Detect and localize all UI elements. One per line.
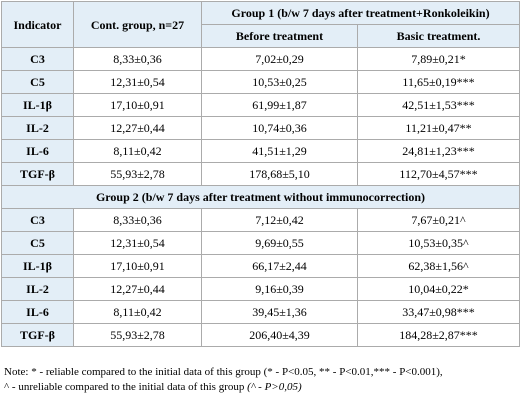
table-row: C3 8,33±0,36 7,12±0,42 7,67±0,21^ xyxy=(1,208,520,232)
cell-indicator: IL-1β xyxy=(1,93,74,117)
cell-before: 66,17±2,44 xyxy=(201,254,358,278)
table-row: IL-1β 17,10±0,91 66,17±2,44 62,38±1,56^ xyxy=(1,254,520,278)
cell-before: 41,51±1,29 xyxy=(201,139,358,163)
cell-control: 17,10±0,91 xyxy=(73,93,202,117)
header-before-treatment: Before treatment xyxy=(201,24,358,48)
results-table: Indicator Cont. group, n=27 Group 1 (b/w… xyxy=(1,1,520,347)
cell-before: 61,99±1,87 xyxy=(201,93,358,117)
table-note: Note: * - reliable compared to the initi… xyxy=(4,365,520,395)
cell-after: 184,28±2,87*** xyxy=(357,323,520,347)
cell-before: 10,74±0,36 xyxy=(201,116,358,140)
group2-title: Group 2 (b/w 7 days after treatment with… xyxy=(1,185,520,209)
group2-title-row: Group 2 (b/w 7 days after treatment with… xyxy=(1,185,520,209)
cell-control: 12,31±0,54 xyxy=(73,70,202,94)
cell-indicator: C5 xyxy=(1,231,74,255)
cell-indicator: IL-6 xyxy=(1,139,74,163)
cell-control: 17,10±0,91 xyxy=(73,254,202,278)
cell-control: 55,93±2,78 xyxy=(73,323,202,347)
cell-before: 7,02±0,29 xyxy=(201,47,358,71)
cell-before: 206,40±4,39 xyxy=(201,323,358,347)
note-line-2-italic: (^ - P>0,05) xyxy=(247,381,302,393)
table-row: IL-6 8,11±0,42 39,45±1,36 33,47±0,98*** xyxy=(1,300,520,324)
header-control-group: Cont. group, n=27 xyxy=(73,1,202,48)
cell-before: 7,12±0,42 xyxy=(201,208,358,232)
cell-before: 9,69±0,55 xyxy=(201,231,358,255)
cell-indicator: C3 xyxy=(1,208,74,232)
cell-before: 9,16±0,39 xyxy=(201,277,358,301)
table-row: C3 8,33±0,36 7,02±0,29 7,89±0,21* xyxy=(1,47,520,71)
cell-after: 10,53±0,35^ xyxy=(357,231,520,255)
cell-after: 7,89±0,21* xyxy=(357,47,520,71)
note-line-2-prefix: ^ - unreliable compared to the initial d… xyxy=(4,381,248,393)
cell-indicator: IL-6 xyxy=(1,300,74,324)
cell-control: 8,11±0,42 xyxy=(73,139,202,163)
cell-after: 7,67±0,21^ xyxy=(357,208,520,232)
header-indicator: Indicator xyxy=(1,1,74,48)
cell-control: 8,33±0,36 xyxy=(73,47,202,71)
cell-after: 24,81±1,23*** xyxy=(357,139,520,163)
table-row: IL-1β 17,10±0,91 61,99±1,87 42,51±1,53*** xyxy=(1,93,520,117)
table-row: IL-2 12,27±0,44 9,16±0,39 10,04±0,22* xyxy=(1,277,520,301)
cell-indicator: TGF-β xyxy=(1,323,74,347)
cell-indicator: IL-1β xyxy=(1,254,74,278)
cell-after: 112,70±4,57*** xyxy=(357,162,520,186)
cell-after: 62,38±1,56^ xyxy=(357,254,520,278)
table-row: TGF-β 55,93±2,78 178,68±5,10 112,70±4,57*** xyxy=(1,162,520,186)
cell-control: 12,27±0,44 xyxy=(73,116,202,140)
table-row: TGF-β 55,93±2,78 206,40±4,39 184,28±2,87*** xyxy=(1,323,520,347)
cell-after: 11,65±0,19*** xyxy=(357,70,520,94)
header-row-1: Indicator Cont. group, n=27 Group 1 (b/w… xyxy=(1,1,520,48)
cell-after: 42,51±1,53*** xyxy=(357,93,520,117)
cell-indicator: IL-2 xyxy=(1,116,74,140)
cell-control: 8,33±0,36 xyxy=(73,208,202,232)
cell-indicator: IL-2 xyxy=(1,277,74,301)
table-row: C5 12,31±0,54 9,69±0,55 10,53±0,35^ xyxy=(1,231,520,255)
table-row: IL-2 12,27±0,44 10,74±0,36 11,21±0,47** xyxy=(1,116,520,140)
cell-after: 10,04±0,22* xyxy=(357,277,520,301)
cell-control: 12,27±0,44 xyxy=(73,277,202,301)
cell-indicator: C5 xyxy=(1,70,74,94)
header-basic-treatment: Basic treatment. xyxy=(357,24,520,48)
note-line-1: Note: * - reliable compared to the initi… xyxy=(4,366,443,378)
cell-before: 178,68±5,10 xyxy=(201,162,358,186)
cell-before: 39,45±1,36 xyxy=(201,300,358,324)
cell-indicator: C3 xyxy=(1,47,74,71)
cell-control: 12,31±0,54 xyxy=(73,231,202,255)
cell-after: 33,47±0,98*** xyxy=(357,300,520,324)
header-group1-title: Group 1 (b/w 7 days after treatment+Ronk… xyxy=(201,1,520,25)
cell-control: 8,11±0,42 xyxy=(73,300,202,324)
cell-control: 55,93±2,78 xyxy=(73,162,202,186)
table-row: IL-6 8,11±0,42 41,51±1,29 24,81±1,23*** xyxy=(1,139,520,163)
cell-indicator: TGF-β xyxy=(1,162,74,186)
cell-after: 11,21±0,47** xyxy=(357,116,520,140)
cell-before: 10,53±0,25 xyxy=(201,70,358,94)
table-row: C5 12,31±0,54 10,53±0,25 11,65±0,19*** xyxy=(1,70,520,94)
